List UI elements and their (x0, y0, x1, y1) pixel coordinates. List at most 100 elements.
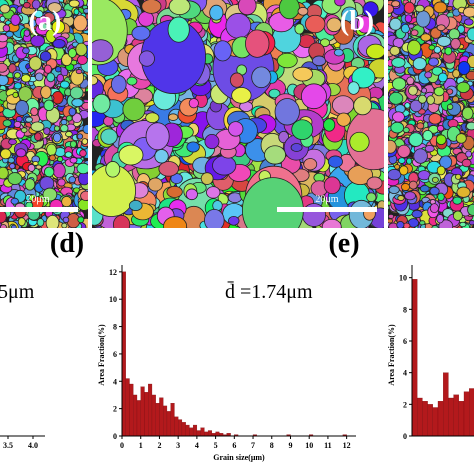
grain (428, 57, 439, 67)
grain (331, 95, 355, 115)
grain (147, 177, 163, 192)
grain (245, 29, 270, 58)
grain (452, 196, 463, 205)
grain (400, 23, 410, 34)
grain (225, 12, 252, 39)
grain (0, 15, 6, 23)
bar (204, 431, 209, 437)
y-tick-label: 0 (113, 432, 117, 441)
grain (319, 38, 331, 48)
grain (388, 185, 400, 194)
grain (141, 0, 162, 14)
y-axis-label: Area Fraction(%) (387, 324, 396, 386)
grain (59, 80, 70, 89)
bar (151, 394, 156, 437)
grain (128, 199, 143, 212)
grain (290, 143, 303, 152)
grain (34, 132, 42, 142)
grain (278, 130, 290, 144)
grain (429, 186, 440, 196)
grain (351, 66, 376, 89)
grain (105, 161, 121, 178)
bar (121, 271, 126, 437)
grain (69, 86, 84, 100)
grain (455, 133, 467, 144)
grain (10, 224, 17, 228)
x-tick-label: 2 (157, 441, 161, 450)
grain (454, 173, 462, 180)
grain (138, 11, 155, 27)
bar (166, 411, 171, 437)
x-tick-label: 1 (139, 441, 143, 450)
grain (131, 25, 151, 41)
grain (349, 131, 370, 153)
grain (468, 0, 474, 5)
grain (414, 4, 425, 13)
bar (144, 392, 149, 437)
grain (422, 129, 433, 141)
y-tick-label: 8 (113, 323, 117, 332)
grain (64, 151, 73, 158)
grain (13, 72, 21, 79)
grain (419, 185, 430, 193)
grain (424, 144, 435, 153)
grain (76, 133, 84, 140)
grain (38, 22, 49, 31)
grain (118, 144, 144, 166)
bar (448, 397, 454, 437)
grain (27, 163, 36, 172)
grain (200, 172, 214, 185)
grain (415, 10, 431, 28)
grain (30, 107, 39, 117)
grain (17, 217, 26, 227)
grain (465, 121, 474, 131)
grain (33, 9, 44, 19)
grain (465, 150, 472, 158)
grain (0, 166, 9, 180)
grain (436, 35, 452, 47)
grain (428, 113, 442, 125)
grain (69, 157, 78, 164)
grain (67, 48, 77, 59)
bar (189, 427, 194, 437)
bar (136, 400, 141, 437)
x-tick-label: 3.5 (3, 441, 13, 450)
y-tick-label: 2 (403, 400, 407, 409)
grain (168, 0, 191, 16)
x-tick-label: 3 (176, 441, 180, 450)
grain (43, 127, 51, 135)
grain (323, 118, 336, 132)
grain (71, 98, 84, 108)
grain (65, 115, 73, 122)
grain (390, 121, 405, 134)
panel-label: (d) (50, 228, 84, 259)
grain (43, 99, 55, 112)
grain (61, 53, 73, 66)
bar (469, 388, 474, 437)
grain (100, 128, 118, 145)
grain (145, 112, 160, 124)
chart: 3.5 4.0 5μm (0, 281, 45, 450)
grain (388, 103, 393, 109)
grain (60, 119, 68, 126)
grain (19, 0, 26, 6)
grain (39, 50, 52, 62)
grain (206, 186, 221, 199)
grain (399, 165, 409, 176)
grain (40, 85, 52, 99)
grain (13, 120, 22, 128)
grain (446, 103, 454, 110)
grain (443, 0, 450, 5)
grain (0, 62, 8, 73)
grain (31, 0, 41, 10)
grain (0, 4, 11, 14)
grain (417, 94, 427, 104)
grain (2, 119, 12, 127)
grain (112, 214, 131, 228)
grain (229, 72, 244, 88)
grain (0, 33, 9, 43)
grain (392, 111, 405, 123)
bar (427, 404, 433, 437)
grain (397, 195, 405, 201)
